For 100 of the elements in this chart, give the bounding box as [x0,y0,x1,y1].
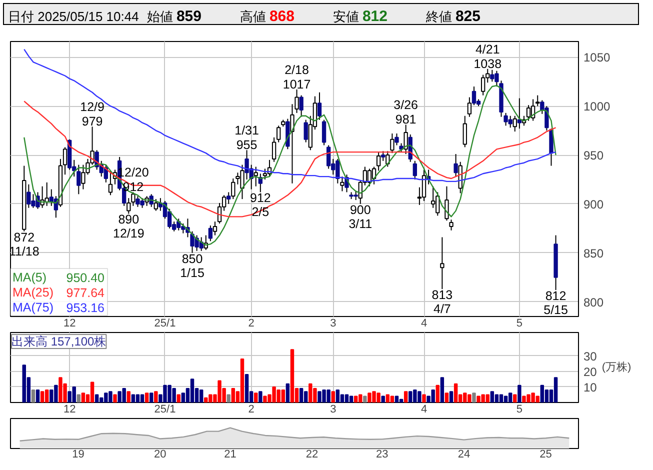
y-axis-title: (万株) [602,360,632,374]
bar [499,394,504,402]
bar [40,391,44,402]
bar [390,396,394,402]
bar [144,392,149,402]
bar [286,383,290,402]
bar [454,383,458,402]
candlestick [208,224,213,242]
y-tick-label: 900 [584,197,604,212]
bar [126,391,131,402]
text: MA(25) 977.64 [12,286,105,300]
bar [113,394,117,402]
bar [176,394,180,402]
bar [226,394,230,402]
bar [444,392,449,402]
candlestick [62,146,68,176]
candlestick [340,176,344,192]
bar [240,358,244,402]
candlestick [440,236,444,290]
bar [231,388,236,402]
y-tick-label: 30 [584,349,598,364]
bar [136,394,140,402]
candlestick [131,192,136,206]
bar [290,349,294,402]
text: MA(75) 953.16 [12,300,105,315]
x-tick-label: 4 [420,404,428,416]
bar [150,392,154,402]
x-tick-label: 3 [330,318,336,330]
y-tick-label: 20 [584,364,598,379]
x-tick-label: 21 [224,448,236,460]
annotation: 890 12/19 [113,212,144,241]
bar [422,394,426,402]
x-tick-label: 25/1 [154,404,176,416]
candlestick [462,115,467,148]
annotation: 4/21 1038 [474,42,502,71]
bar [449,391,454,402]
candlestick [290,104,294,184]
bar [554,377,558,402]
candlestick [154,198,158,212]
x-tick-label: 24 [458,448,470,460]
bar [154,391,158,402]
bar [540,384,544,402]
candlestick [231,178,236,200]
bar [331,391,335,402]
candlestick [536,94,540,107]
x-tick-label: 20 [154,448,166,460]
bar [494,394,499,402]
annotation: 900 3/11 [348,202,372,231]
candlestick [108,170,113,196]
bar [336,390,340,402]
chart-title: 日付 2025/05/15 10:44 [8,9,139,24]
bar [76,394,81,402]
y-tick-label: 800 [584,295,604,310]
y-tick-label: 10 [584,380,598,394]
bar [131,394,136,402]
annotation: 12/9 979 [80,100,105,129]
annotation: 813 4/7 [432,288,453,316]
x-tick-label: 23 [376,448,388,460]
bar [258,391,262,402]
candlestick [422,169,426,202]
bar [344,394,349,402]
bar [440,377,444,402]
candlestick [390,132,394,154]
x-tick-label: 3 [330,404,336,416]
candlestick [376,152,381,172]
text: 安値 812 [332,7,388,27]
x-tick-label: 4 [420,318,428,330]
candlestick [262,168,268,180]
candlestick [449,219,454,231]
bar [140,394,144,402]
annotation: 850 1/15 [180,252,204,280]
candlestick [326,144,331,170]
annotation: 3/26 981 [394,98,418,127]
text: MA(5) 950.40 [12,270,104,285]
bar [399,398,404,402]
bar [304,391,308,402]
x-tick-label: 25/1 [154,318,176,330]
bar [513,394,517,402]
bar [363,396,367,402]
candlestick [480,74,486,96]
bar [394,396,399,402]
candlestick [412,160,418,180]
candlestick [444,186,449,222]
bar [518,384,522,402]
x-tick-label: 22 [306,448,318,460]
x-tick-label: 5 [516,318,522,330]
candlestick [512,115,517,132]
x-tick-label: 2 [248,318,254,330]
candlestick [322,119,326,146]
bar [386,394,390,402]
bar [90,382,94,402]
bar [472,392,476,402]
bar [244,374,249,402]
x-tick-label: 12 [63,404,76,416]
bar [404,391,408,402]
text: 終値 825 [426,7,482,27]
y-tick-label: 1050 [584,50,611,65]
y-tick-label: 850 [584,246,604,260]
bar [349,396,354,402]
annotation: 812 5/15 [544,289,568,318]
